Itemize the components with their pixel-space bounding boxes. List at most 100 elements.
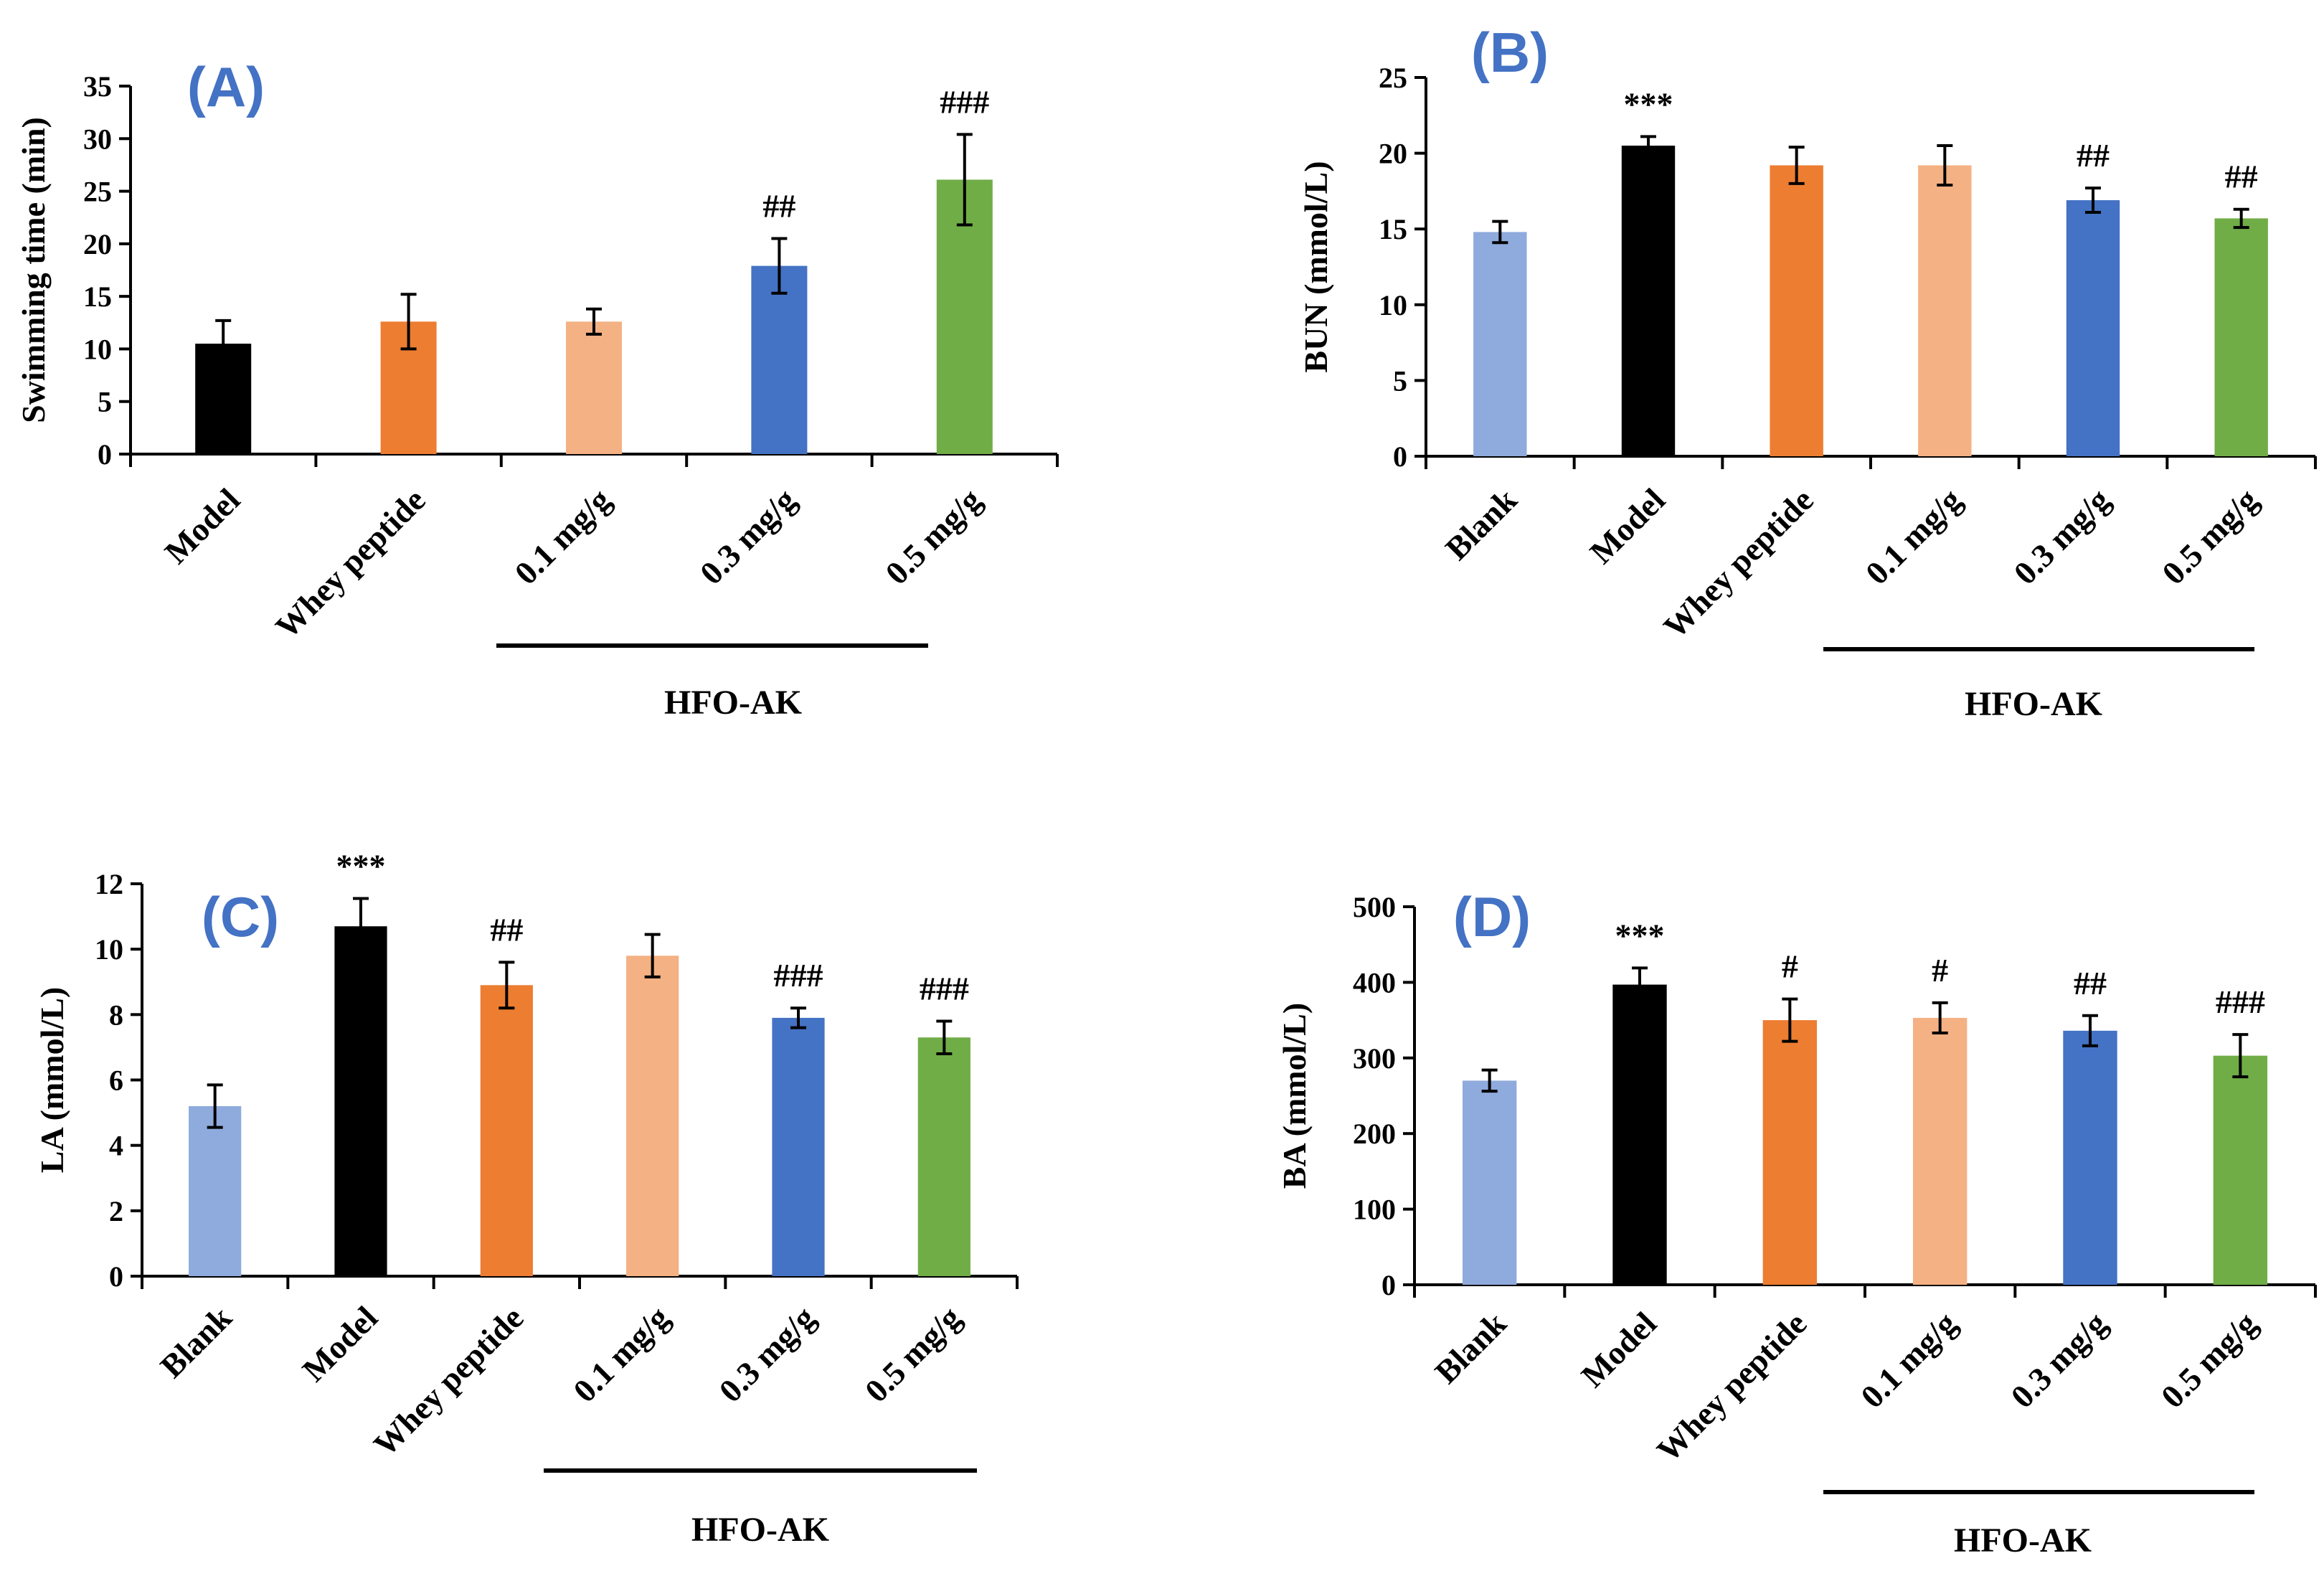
y-tick-label: 0 <box>98 438 112 471</box>
y-tick-label: 15 <box>83 280 112 313</box>
y-tick-label: 400 <box>1353 966 1396 999</box>
x-category-label: Whey peptide <box>1656 481 1820 646</box>
y-axis-title: BUN (mmol/L) <box>1298 161 1334 372</box>
bar <box>1462 1080 1517 1285</box>
y-tick-label: 10 <box>1379 289 1407 321</box>
significance-label: ## <box>2225 159 2258 195</box>
x-category-label: Blank <box>153 1299 239 1385</box>
y-tick-label: 35 <box>83 70 112 103</box>
y-tick-label: 25 <box>83 176 112 208</box>
x-category-label: 0.5 mg/g <box>858 1299 968 1410</box>
y-tick-label: 20 <box>1379 138 1407 170</box>
bar <box>2066 200 2120 456</box>
y-tick-label: 500 <box>1353 891 1396 923</box>
significance-label: ### <box>940 83 989 120</box>
x-category-label: 0.1 mg/g <box>508 481 618 592</box>
y-tick-label: 20 <box>83 228 112 260</box>
x-category-label: Blank <box>1427 1305 1513 1391</box>
group-label: HFO-AK <box>1954 1522 2092 1560</box>
significance-label: ### <box>920 970 969 1006</box>
bar <box>772 1017 825 1276</box>
x-category-label: Model <box>1574 1305 1663 1395</box>
x-category-label: 0.5 mg/g <box>2154 1305 2264 1415</box>
x-category-label: 0.5 mg/g <box>878 481 988 592</box>
bar <box>1473 232 1527 456</box>
y-tick-label: 5 <box>1393 364 1407 397</box>
bar <box>1612 984 1667 1285</box>
bar <box>566 321 622 454</box>
panel-label: (D) <box>1453 885 1531 948</box>
y-axis-title: BA (mmol/L) <box>1276 1003 1313 1189</box>
y-tick-label: 10 <box>95 933 123 966</box>
group-label: HFO-AK <box>1965 685 2102 723</box>
bar <box>1621 146 1676 457</box>
y-tick-label: 10 <box>83 333 112 365</box>
bar <box>189 1105 242 1276</box>
y-tick-label: 12 <box>95 868 123 900</box>
bar <box>751 265 808 454</box>
x-category-label: Model <box>158 481 247 571</box>
y-tick-label: 5 <box>98 386 112 418</box>
bar <box>1762 1020 1818 1285</box>
y-tick-label: 0 <box>109 1260 123 1293</box>
y-axis-title: Swimming time (min) <box>15 117 52 423</box>
bar <box>2063 1030 2117 1285</box>
x-category-label: Model <box>295 1299 384 1389</box>
significance-label: ## <box>2077 137 2110 174</box>
bar <box>2213 1055 2268 1285</box>
significance-label: # <box>1782 948 1798 985</box>
bar <box>626 956 679 1276</box>
bar <box>2214 218 2268 456</box>
chart-panel-d: (D) BA (mmol/L) 0 100 200 300 400 500 Blank *** Mo… <box>1276 885 2317 1560</box>
bar <box>917 1037 970 1276</box>
chart-panel-b: (B) BUN (mmol/L) 0 5 10 15 20 25 Blank *** ModelWh… <box>1298 21 2317 723</box>
bar <box>334 926 387 1276</box>
x-category-label: 0.5 mg/g <box>2155 481 2265 592</box>
significance-label: *** <box>1615 917 1665 953</box>
bar <box>1912 1017 1968 1285</box>
panel-label: (B) <box>1471 21 1549 84</box>
bar <box>1770 165 1823 456</box>
significance-label: # <box>1932 952 1948 989</box>
group-label: HFO-AK <box>664 684 802 722</box>
y-tick-label: 300 <box>1353 1042 1396 1075</box>
x-category-label: 0.1 mg/g <box>566 1299 676 1410</box>
significance-label: ### <box>2216 983 2265 1020</box>
panel-label: (C) <box>202 885 279 948</box>
significance-label: *** <box>336 848 386 884</box>
x-category-label: Whey peptide <box>268 481 433 646</box>
chart-panel-a: (A) Swimming time (min) 0 5 10 15 20 25 30 35 Mode… <box>15 55 1059 722</box>
y-tick-label: 0 <box>1393 440 1407 473</box>
x-category-label: 0.3 mg/g <box>712 1299 823 1410</box>
x-category-label: Blank <box>1438 481 1524 567</box>
y-tick-label: 0 <box>1381 1269 1396 1301</box>
significance-label: ## <box>2074 965 2107 1001</box>
y-tick-label: 30 <box>83 123 112 155</box>
y-tick-label: 200 <box>1353 1118 1396 1150</box>
x-category-label: Whey peptide <box>1650 1305 1814 1469</box>
significance-label: ## <box>762 188 795 225</box>
significance-label: *** <box>1624 85 1673 122</box>
y-axis-title: LA (mmol/L) <box>34 987 70 1173</box>
x-category-label: 0.3 mg/g <box>2004 1305 2115 1415</box>
significance-label: ## <box>490 911 523 948</box>
bar <box>1918 165 1972 456</box>
x-category-label: 0.3 mg/g <box>693 481 803 592</box>
x-category-label: Whey peptide <box>367 1299 531 1463</box>
panel-label: (A) <box>187 55 265 118</box>
y-tick-label: 8 <box>109 999 123 1031</box>
chart-panel-c: (C) LA (mmol/L) 0 2 4 6 8 10 12 Blank *** Model ## Wh… <box>34 848 1019 1549</box>
y-tick-label: 4 <box>109 1130 123 1162</box>
y-tick-label: 100 <box>1353 1194 1396 1226</box>
x-category-label: 0.3 mg/g <box>2007 481 2117 592</box>
group-label: HFO-AK <box>691 1511 829 1549</box>
x-category-label: 0.1 mg/g <box>1853 1305 1964 1415</box>
significance-label: ### <box>774 957 823 994</box>
y-tick-label: 2 <box>109 1195 123 1227</box>
y-tick-label: 15 <box>1379 213 1407 245</box>
y-tick-label: 25 <box>1379 62 1407 94</box>
y-tick-label: 6 <box>109 1065 123 1097</box>
x-category-label: 0.1 mg/g <box>1858 481 1969 592</box>
x-category-label: Model <box>1582 481 1672 571</box>
